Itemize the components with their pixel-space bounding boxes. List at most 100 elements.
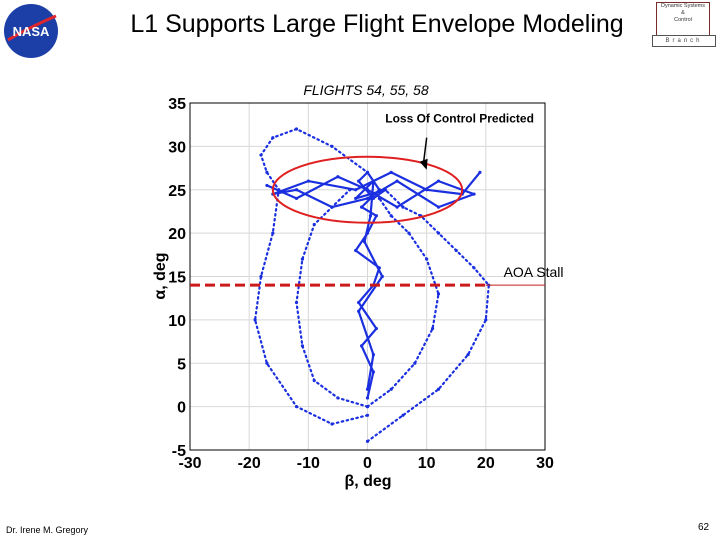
data-point (306, 179, 310, 183)
data-point (336, 396, 340, 400)
arrow-head-icon (419, 158, 428, 170)
data-point (430, 326, 435, 331)
series-dotted-path (253, 127, 369, 426)
data-point (354, 188, 358, 192)
nasa-logo: NASA (4, 4, 58, 58)
data-point (383, 188, 387, 192)
data-point (454, 248, 458, 253)
data-point (277, 188, 281, 192)
data-point (359, 344, 364, 348)
data-point (425, 257, 429, 261)
data-point (300, 257, 305, 261)
data-point (389, 170, 393, 174)
data-point (265, 183, 269, 188)
x-tick-label: -10 (297, 455, 320, 472)
nasa-logo-swoosh (7, 14, 57, 42)
data-point (294, 405, 299, 409)
data-point (359, 205, 364, 209)
data-point (354, 248, 358, 253)
loss-of-control-label: Loss Of Control Predicted (385, 111, 534, 125)
data-point (484, 318, 488, 322)
data-point (336, 175, 340, 179)
data-point (348, 188, 352, 192)
data-point (259, 153, 263, 157)
data-point (413, 361, 417, 365)
data-point (365, 387, 370, 391)
page-number: 62 (698, 522, 710, 533)
y-tick-label: 25 (168, 183, 186, 200)
x-axis-label: β, deg (344, 473, 391, 490)
data-point (300, 344, 305, 348)
nasa-logo-text: NASA (13, 24, 50, 39)
x-tick-label: 10 (418, 455, 436, 472)
series-dotted-path (366, 197, 440, 408)
data-point (312, 379, 316, 383)
branch-line-3: Control (674, 17, 692, 23)
data-series (253, 127, 491, 443)
data-point (466, 352, 470, 357)
data-point (368, 214, 373, 218)
data-point (436, 231, 441, 235)
data-point (395, 179, 399, 183)
data-point (478, 170, 482, 174)
data-point (265, 361, 269, 365)
data-point (407, 231, 411, 235)
data-point (371, 196, 376, 201)
data-point (259, 274, 263, 279)
chart-annotations: Loss Of Control Predicted AOA Stall (190, 111, 564, 287)
data-point (330, 422, 334, 426)
y-tick-label: 20 (168, 226, 186, 243)
data-point (294, 127, 299, 131)
footer-author: Dr. Irene M. Gregory (6, 525, 89, 535)
data-point (362, 240, 367, 244)
branch-line-2: & (681, 10, 685, 16)
page-title: L1 Supports Large Flight Envelope Modeli… (130, 10, 624, 38)
data-point (425, 188, 429, 192)
data-point (374, 326, 378, 331)
data-point (357, 300, 361, 305)
data-point (380, 274, 384, 279)
plot-frame (189, 102, 546, 451)
data-point (371, 352, 376, 357)
data-point (436, 179, 441, 183)
data-point (365, 396, 370, 400)
data-point (436, 292, 441, 296)
branch-logo: Dynamic Systems & Control Branch (652, 2, 716, 47)
data-point (330, 144, 334, 148)
data-point (271, 136, 275, 140)
loss-of-control-ellipse (271, 155, 464, 224)
data-point (374, 214, 378, 218)
data-point (253, 318, 257, 322)
aoa-stall-label: AOA Stall (504, 264, 564, 280)
y-tick-label: 5 (177, 356, 186, 373)
data-point (294, 196, 299, 201)
data-point (330, 205, 334, 209)
branch-line-1: Dynamic Systems (660, 3, 705, 9)
data-point (472, 192, 476, 196)
data-point (401, 413, 405, 417)
tick-labels: -30 -20 -10 0 10 20 30 -5 0 5 10 15 20 25 30 35 (168, 96, 554, 472)
y-tick-label: 0 (177, 400, 186, 417)
data-point (365, 170, 370, 174)
data-point (365, 405, 370, 409)
data-point (357, 179, 361, 183)
data-point (389, 387, 393, 391)
data-point (354, 196, 358, 201)
x-tick-label: 0 (363, 455, 372, 472)
series-dotted-path (366, 188, 490, 443)
y-tick-label: 15 (168, 270, 186, 287)
data-point (472, 266, 476, 270)
y-axis-label: α, deg (152, 252, 169, 299)
nasa-logo-disc (4, 4, 58, 58)
y-tick-label: -5 (172, 443, 186, 460)
data-point (377, 266, 381, 270)
data-point (401, 205, 405, 209)
loss-of-control-arrow (422, 137, 428, 162)
data-point (365, 188, 370, 192)
data-point (365, 231, 370, 235)
data-point (312, 222, 316, 227)
data-point (371, 370, 376, 374)
data-point (294, 300, 299, 305)
data-point (271, 231, 275, 235)
